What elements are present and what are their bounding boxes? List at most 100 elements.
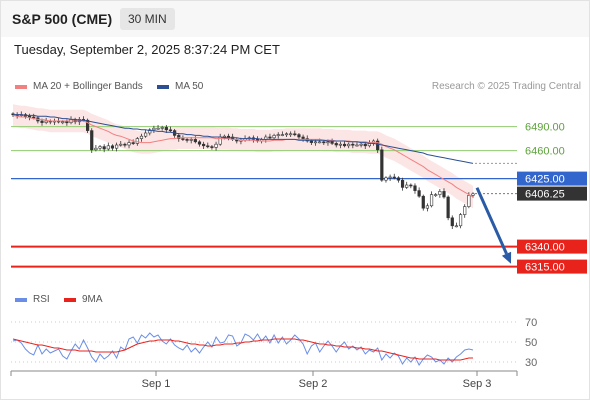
- candle-body-66: [284, 133, 289, 136]
- candle-body-49: [214, 143, 218, 148]
- candle-body-20: [94, 147, 98, 151]
- rsi-tick-label-1: 50: [525, 337, 537, 349]
- forecast-arrow-head: [501, 251, 512, 264]
- candle-body-105: [446, 196, 450, 219]
- candle-body-52: [226, 135, 231, 138]
- timestamp: Tuesday, September 2, 2025 8:37:24 PM CE…: [14, 42, 280, 57]
- candle-body-100: [425, 205, 430, 209]
- ma50-legend-label: MA 50: [175, 81, 204, 92]
- candle-body-67: [289, 133, 293, 136]
- header-bar: S&P 500 (CME) 30 MIN: [1, 1, 589, 37]
- rsi-tick-label-2: 30: [525, 357, 537, 369]
- candle-body-89: [380, 149, 384, 181]
- ma20-line: [12, 114, 474, 198]
- candle-body-42: [185, 139, 189, 141]
- ma20-legend-swatch: [15, 85, 27, 89]
- candle-body-4: [27, 115, 32, 118]
- candle-body-68: [293, 133, 297, 136]
- forecast-arrow-shaft: [475, 187, 508, 255]
- timeframe-badge[interactable]: 30 MIN: [120, 8, 175, 30]
- candle-body-51: [222, 135, 226, 138]
- candle-body-26: [119, 143, 123, 146]
- candle-body-22: [102, 146, 106, 150]
- candle-body-80: [342, 143, 347, 147]
- candle-body-79: [338, 143, 342, 146]
- x-axis-tick-label-0: Sep 1: [142, 378, 171, 390]
- candle-body-32: [144, 132, 148, 137]
- candle-body-43: [189, 139, 193, 141]
- candle-body-48: [210, 146, 214, 148]
- candle-body-70: [301, 136, 305, 139]
- candle-body-46: [202, 143, 206, 147]
- ma20-legend-label: MA 20 + Bollinger Bands: [33, 81, 143, 92]
- candle-body-82: [351, 143, 355, 146]
- x-axis-tick-label-1: Sep 2: [299, 378, 328, 390]
- candle-body-7: [40, 120, 44, 123]
- candle-body-50: [218, 136, 222, 145]
- candle-body-96: [409, 184, 413, 187]
- candle-body-91: [388, 176, 392, 179]
- rsi-tick-label-0: 70: [525, 317, 537, 329]
- candle-body-47: [206, 145, 210, 148]
- candle-body-72: [309, 140, 313, 143]
- candle-body-23: [106, 145, 110, 150]
- candle-body-13: [65, 121, 69, 124]
- candle-body-103: [438, 191, 442, 195]
- rsi-legend-label: RSI: [33, 294, 50, 305]
- candle-body-93: [396, 177, 401, 181]
- ma50-line: [13, 114, 474, 164]
- level-tag-5: [517, 259, 587, 274]
- candle-body-111: [471, 193, 475, 196]
- candle-body-28: [127, 142, 131, 146]
- candle-body-5: [32, 116, 36, 119]
- level-label-4: 6340.00: [525, 242, 565, 254]
- candle-body-40: [177, 135, 181, 139]
- candle-body-35: [156, 127, 160, 130]
- candle-body-76: [326, 141, 330, 144]
- candle-body-41: [181, 138, 185, 140]
- candle-body-38: [168, 129, 173, 132]
- level-label-1: 6460.00: [525, 146, 565, 158]
- candle-body-74: [318, 141, 322, 144]
- bollinger-band-area: [13, 104, 473, 209]
- candle-body-21: [98, 146, 102, 149]
- candle-body-63: [272, 135, 276, 139]
- candle-body-8: [44, 120, 48, 123]
- candle-body-102: [434, 194, 438, 196]
- candle-body-69: [297, 134, 301, 138]
- copyright-notice: Research © 2025 Trading Central: [431, 81, 581, 92]
- candle-body-108: [458, 214, 463, 227]
- candle-body-99: [421, 195, 425, 209]
- candle-body-34: [152, 127, 156, 131]
- candle-body-107: [454, 225, 459, 228]
- candle-body-109: [463, 206, 467, 215]
- candle-body-78: [334, 143, 338, 146]
- candle-body-12: [61, 121, 65, 124]
- rsi-ma-legend-swatch: [64, 298, 76, 302]
- candle-body-36: [160, 127, 164, 129]
- candle-body-62: [268, 136, 272, 139]
- candle-body-83: [355, 144, 359, 147]
- candle-body-98: [417, 190, 421, 197]
- candle-body-77: [330, 141, 334, 144]
- level-label-0: 6490.00: [525, 122, 565, 134]
- rsi-ma-legend-label: 9MA: [82, 294, 103, 305]
- candle-body-44: [193, 139, 197, 143]
- candle-body-37: [164, 127, 168, 131]
- candle-body-104: [442, 191, 446, 198]
- rsi-ma-line: [12, 338, 473, 361]
- candle-body-75: [322, 141, 326, 144]
- rsi-legend-swatch: [15, 298, 27, 302]
- candle-body-106: [450, 217, 454, 227]
- candle-body-29: [131, 142, 135, 144]
- instrument-title: S&P 500 (CME): [12, 11, 113, 27]
- candle-body-101: [429, 194, 434, 207]
- candle-body-30: [135, 138, 139, 144]
- ma50-legend-swatch: [157, 85, 169, 89]
- candle-body-97: [413, 185, 417, 191]
- candle-body-81: [347, 143, 351, 147]
- candle-body-94: [400, 179, 405, 188]
- candle-body-27: [123, 143, 127, 146]
- candle-body-25: [115, 144, 119, 149]
